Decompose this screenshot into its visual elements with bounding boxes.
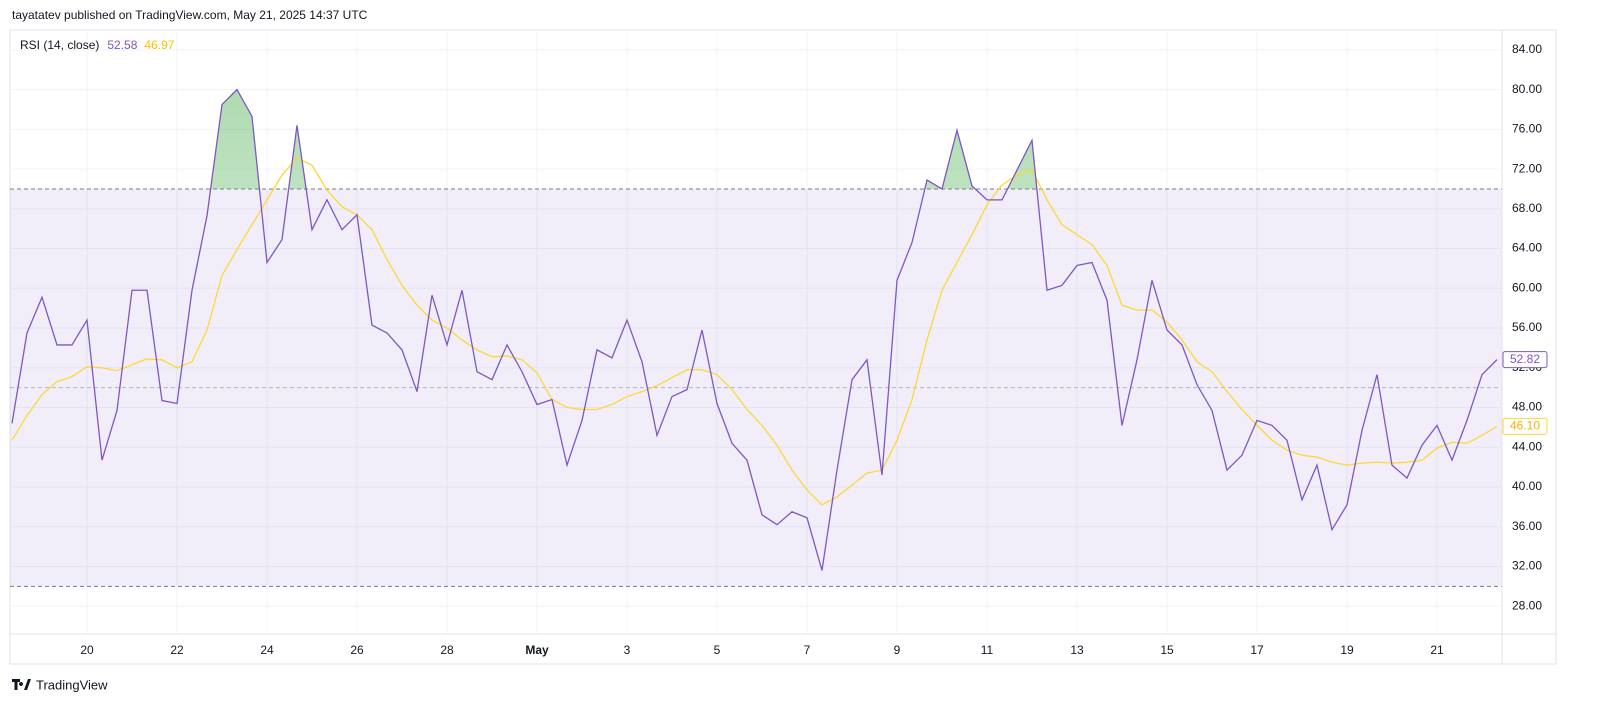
x-tick-label: 13 [1070, 643, 1084, 657]
y-tick-label: 80.00 [1512, 82, 1542, 96]
x-tick-label: 21 [1430, 643, 1444, 657]
y-tick-label: 36.00 [1512, 519, 1542, 533]
y-tick-label: 84.00 [1512, 42, 1542, 56]
last-value-label: 46.10 [1510, 419, 1540, 433]
y-tick-label: 64.00 [1512, 241, 1542, 255]
x-tick-label: 7 [804, 643, 811, 657]
x-tick-label: 26 [350, 643, 364, 657]
legend-value: 46.97 [144, 38, 174, 52]
frame [9, 29, 1557, 665]
legend-value: 52.58 [107, 38, 137, 52]
x-tick-label: 3 [624, 643, 631, 657]
x-tick-label: May [525, 643, 549, 657]
x-tick-label: 24 [260, 643, 274, 657]
y-tick-label: 40.00 [1512, 479, 1542, 493]
x-tick-label: 5 [714, 643, 721, 657]
brand-logo: TradingView [12, 677, 108, 692]
y-tick-label: 48.00 [1512, 400, 1542, 414]
series-line [11, 157, 1498, 506]
last-value-badge [1502, 351, 1548, 369]
series-line [11, 88, 1498, 571]
x-tick-label: 28 [440, 643, 454, 657]
plot: 20 22 24 26 28 May 3 5 7 9 11 13 15 17 19 21 28.00 32.00 3… [10, 30, 1556, 664]
y-tick-label: 56.00 [1512, 320, 1542, 334]
y-tick-label: 60.00 [1512, 280, 1542, 294]
x-tick-label: 11 [981, 643, 994, 657]
x-tick-label: 20 [80, 643, 94, 657]
legend: RSI (14, close) 52.58 46.97 [20, 38, 175, 52]
x-tick-label: 9 [894, 643, 901, 657]
last-value-label: 52.82 [1510, 352, 1540, 366]
y-tick-label: 44.00 [1512, 439, 1542, 453]
y-tick-label: 32.00 [1512, 559, 1542, 573]
y-tick-label: 28.00 [1512, 598, 1542, 612]
y-tick-label: 68.00 [1512, 201, 1542, 215]
brand: TradingView [36, 677, 108, 692]
last-value-badge [1502, 417, 1548, 435]
x-tick-label: 22 [170, 643, 184, 657]
y-tick-label: 72.00 [1512, 161, 1542, 175]
x-tick-label: 15 [1160, 643, 1174, 657]
y-tick-label: 76.00 [1512, 122, 1542, 136]
x-tick-label: 19 [1340, 643, 1354, 657]
indicator-name: RSI (14, close) [20, 38, 99, 52]
x-tick-label: 17 [1250, 643, 1264, 657]
publisher: tayatatev published on TradingView.com, … [12, 8, 368, 22]
